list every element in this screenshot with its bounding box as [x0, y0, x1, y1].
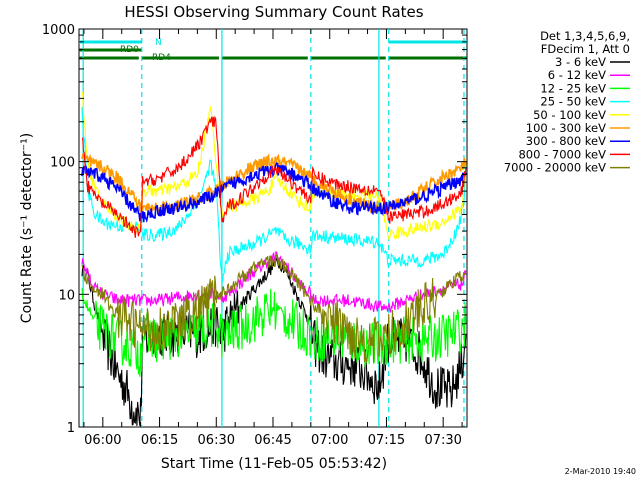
x-tick-label-0: 06:00: [84, 433, 121, 448]
x-tick-label-5: 07:15: [368, 433, 405, 448]
plot-area: N RD0 RD4 1 10 100 1000 06:00 06:15 06:30 06:45 07…: [42, 23, 468, 448]
instrument-flags: N RD0 RD4: [79, 38, 467, 63]
y-axis-label: Count Rate (s⁻¹ detector⁻¹): [19, 133, 35, 323]
series-layer: [81, 91, 467, 426]
series-line-50-100-kev: [81, 91, 467, 241]
series-line-7000-20000-kev: [81, 254, 467, 363]
chart-title: HESSI Observing Summary Count Rates: [124, 3, 423, 21]
y-tick-label-1: 10: [58, 288, 75, 303]
x-axis-label: Start Time (11-Feb-05 05:53:42): [161, 456, 387, 472]
x-tick-label-1: 06:15: [141, 433, 178, 448]
axis-ticks: 1 10 100 1000 06:00 06:15 06:30 06:45 07:00 07:15…: [42, 23, 467, 448]
y-tick-label-3: 1000: [42, 23, 75, 38]
legend-label-8: 7000 - 20000 keV: [504, 161, 606, 175]
legend-header-0: Det 1,3,4,5,6,9,: [540, 29, 630, 43]
series-line-100-300-kev: [81, 153, 467, 216]
legend-label-3: 25 - 50 keV: [540, 95, 606, 109]
legend-label-2: 12 - 25 keV: [540, 81, 606, 95]
series-line-12-25-kev: [81, 287, 467, 377]
flag-label-rd4: RD4: [152, 53, 171, 63]
legend-label-7: 800 - 7000 keV: [518, 147, 606, 161]
series-line-800-7000-kev: [81, 115, 467, 238]
legend-header-1: FDecim 1, Att 0: [541, 42, 630, 56]
legend: Det 1,3,4,5,6,9,FDecim 1, Att 03 - 6 keV…: [504, 29, 630, 175]
series-line-25-50-kev: [81, 107, 467, 283]
y-tick-label-2: 100: [50, 156, 75, 171]
series-line-6-12-kev: [81, 250, 467, 313]
x-tick-label-3: 06:45: [254, 433, 291, 448]
legend-label-1: 6 - 12 keV: [548, 68, 606, 82]
flag-label-n: N: [155, 38, 162, 48]
legend-label-6: 300 - 800 keV: [526, 134, 606, 148]
x-tick-label-4: 07:00: [311, 433, 348, 448]
legend-label-5: 100 - 300 keV: [526, 121, 606, 135]
x-tick-label-2: 06:30: [198, 433, 235, 448]
x-tick-label-6: 07:30: [424, 433, 461, 448]
event-lines: [82, 29, 465, 427]
footer-timestamp: 2-Mar-2010 19:40: [565, 467, 636, 476]
flag-label-rd0: RD0: [120, 45, 139, 55]
legend-label-4: 50 - 100 keV: [533, 108, 606, 122]
legend-label-0: 3 - 6 keV: [555, 55, 606, 69]
y-tick-label-0: 1: [67, 421, 75, 436]
